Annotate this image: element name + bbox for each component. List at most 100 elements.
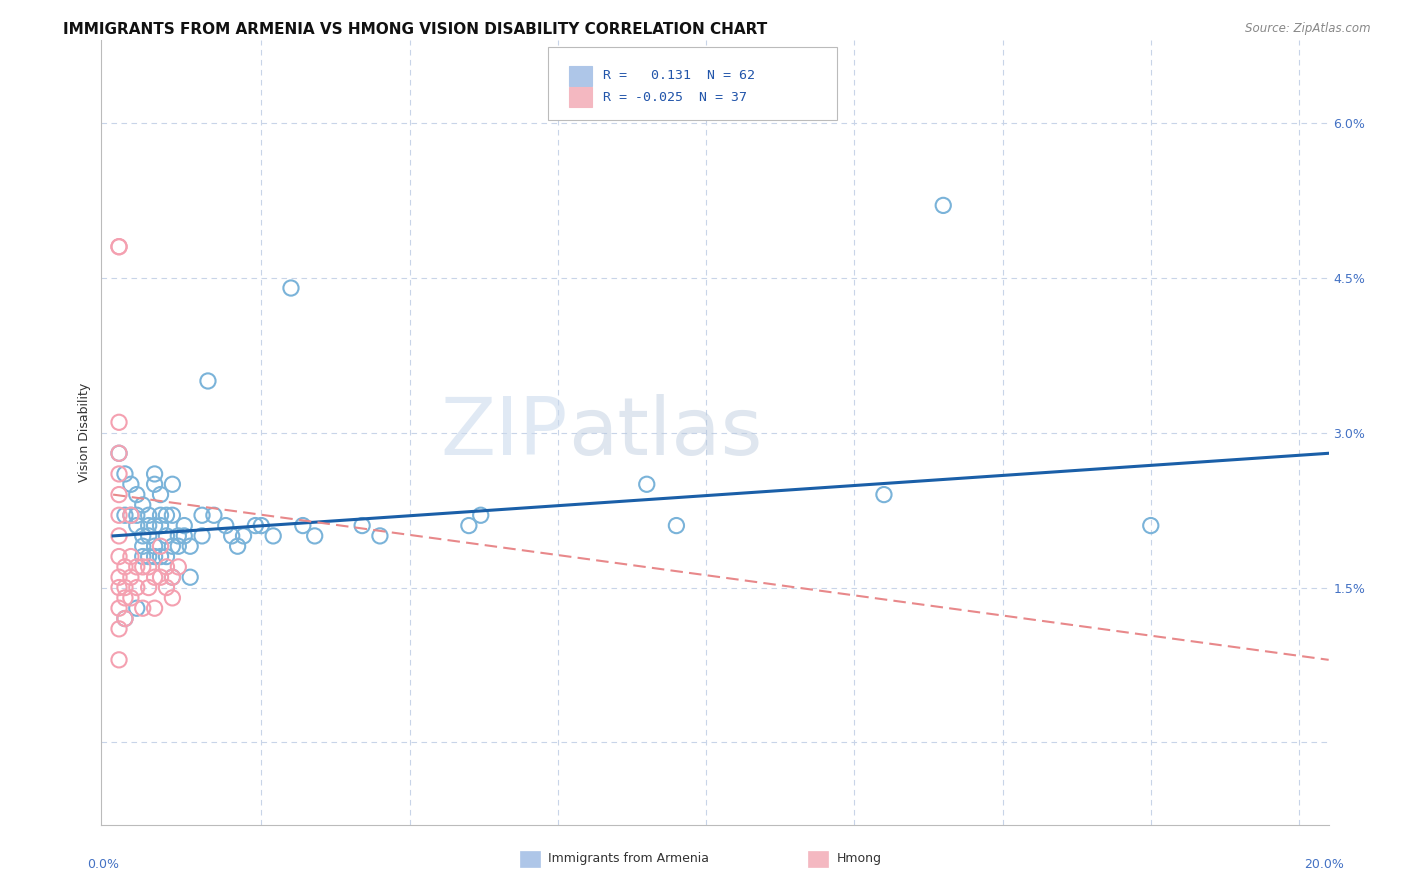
Point — [114, 611, 136, 625]
Point — [173, 529, 195, 543]
Point — [120, 570, 142, 584]
Text: ZIP: ZIP — [440, 393, 568, 472]
Point — [291, 518, 314, 533]
Point — [162, 591, 184, 605]
Point — [120, 508, 142, 523]
Point — [108, 581, 131, 595]
Point — [665, 518, 688, 533]
Text: R =   0.131  N = 62: R = 0.131 N = 62 — [603, 70, 755, 82]
Point — [304, 529, 326, 543]
Point — [114, 560, 136, 574]
Point — [368, 529, 391, 543]
Text: IMMIGRANTS FROM ARMENIA VS HMONG VISION DISABILITY CORRELATION CHART: IMMIGRANTS FROM ARMENIA VS HMONG VISION … — [63, 22, 768, 37]
Point — [114, 581, 136, 595]
Point — [114, 508, 136, 523]
Point — [167, 529, 190, 543]
Point — [167, 560, 190, 574]
Point — [232, 529, 254, 543]
Text: Immigrants from Armenia: Immigrants from Armenia — [548, 853, 710, 865]
Point — [143, 518, 166, 533]
Point — [191, 508, 214, 523]
Point — [155, 581, 177, 595]
Point — [108, 446, 131, 460]
Point — [125, 560, 148, 574]
Point — [120, 549, 142, 564]
Point — [138, 581, 160, 595]
Point — [114, 591, 136, 605]
Point — [108, 240, 131, 254]
Point — [143, 549, 166, 564]
Point — [470, 508, 492, 523]
Point — [162, 477, 184, 491]
Point — [138, 549, 160, 564]
Point — [143, 601, 166, 615]
Point — [108, 529, 131, 543]
Point — [873, 487, 896, 501]
Point — [108, 601, 131, 615]
Y-axis label: Vision Disability: Vision Disability — [77, 383, 91, 483]
Point — [108, 653, 131, 667]
Point — [108, 415, 131, 429]
Point — [132, 529, 155, 543]
Point — [155, 508, 177, 523]
Point — [132, 498, 155, 512]
Point — [250, 518, 273, 533]
Point — [149, 539, 172, 553]
Point — [149, 508, 172, 523]
Point — [108, 467, 131, 481]
Point — [108, 570, 131, 584]
Point — [108, 446, 131, 460]
Point — [197, 374, 219, 388]
Point — [162, 508, 184, 523]
Point — [108, 487, 131, 501]
Point — [280, 281, 302, 295]
Point — [125, 487, 148, 501]
Text: 20.0%: 20.0% — [1305, 858, 1344, 871]
Point — [221, 529, 243, 543]
Point — [143, 539, 166, 553]
Point — [155, 549, 177, 564]
Point — [226, 539, 249, 553]
Text: Hmong: Hmong — [837, 853, 882, 865]
Point — [132, 601, 155, 615]
Point — [352, 518, 374, 533]
Point — [191, 529, 214, 543]
Point — [108, 622, 131, 636]
Point — [1139, 518, 1161, 533]
Point — [149, 518, 172, 533]
Point — [155, 560, 177, 574]
Point — [120, 508, 142, 523]
Point — [457, 518, 479, 533]
Point — [108, 508, 131, 523]
Point — [155, 529, 177, 543]
Point — [932, 198, 955, 212]
Point — [215, 518, 238, 533]
Point — [125, 601, 148, 615]
Point — [245, 518, 267, 533]
Point — [143, 570, 166, 584]
Point — [114, 467, 136, 481]
Point — [162, 570, 184, 584]
Point — [179, 570, 201, 584]
Point — [125, 508, 148, 523]
Point — [149, 487, 172, 501]
Text: Source: ZipAtlas.com: Source: ZipAtlas.com — [1246, 22, 1371, 36]
Point — [132, 539, 155, 553]
Point — [149, 549, 172, 564]
Point — [108, 549, 131, 564]
Point — [179, 539, 201, 553]
Point — [108, 240, 131, 254]
Point — [162, 570, 184, 584]
Point — [149, 570, 172, 584]
Point — [138, 508, 160, 523]
Point — [138, 518, 160, 533]
Point — [162, 539, 184, 553]
Point — [132, 560, 155, 574]
Point — [138, 529, 160, 543]
Point — [138, 560, 160, 574]
Text: R = -0.025  N = 37: R = -0.025 N = 37 — [603, 91, 747, 103]
Point — [262, 529, 284, 543]
Text: atlas: atlas — [568, 393, 762, 472]
Text: 0.0%: 0.0% — [87, 858, 118, 871]
Point — [167, 539, 190, 553]
